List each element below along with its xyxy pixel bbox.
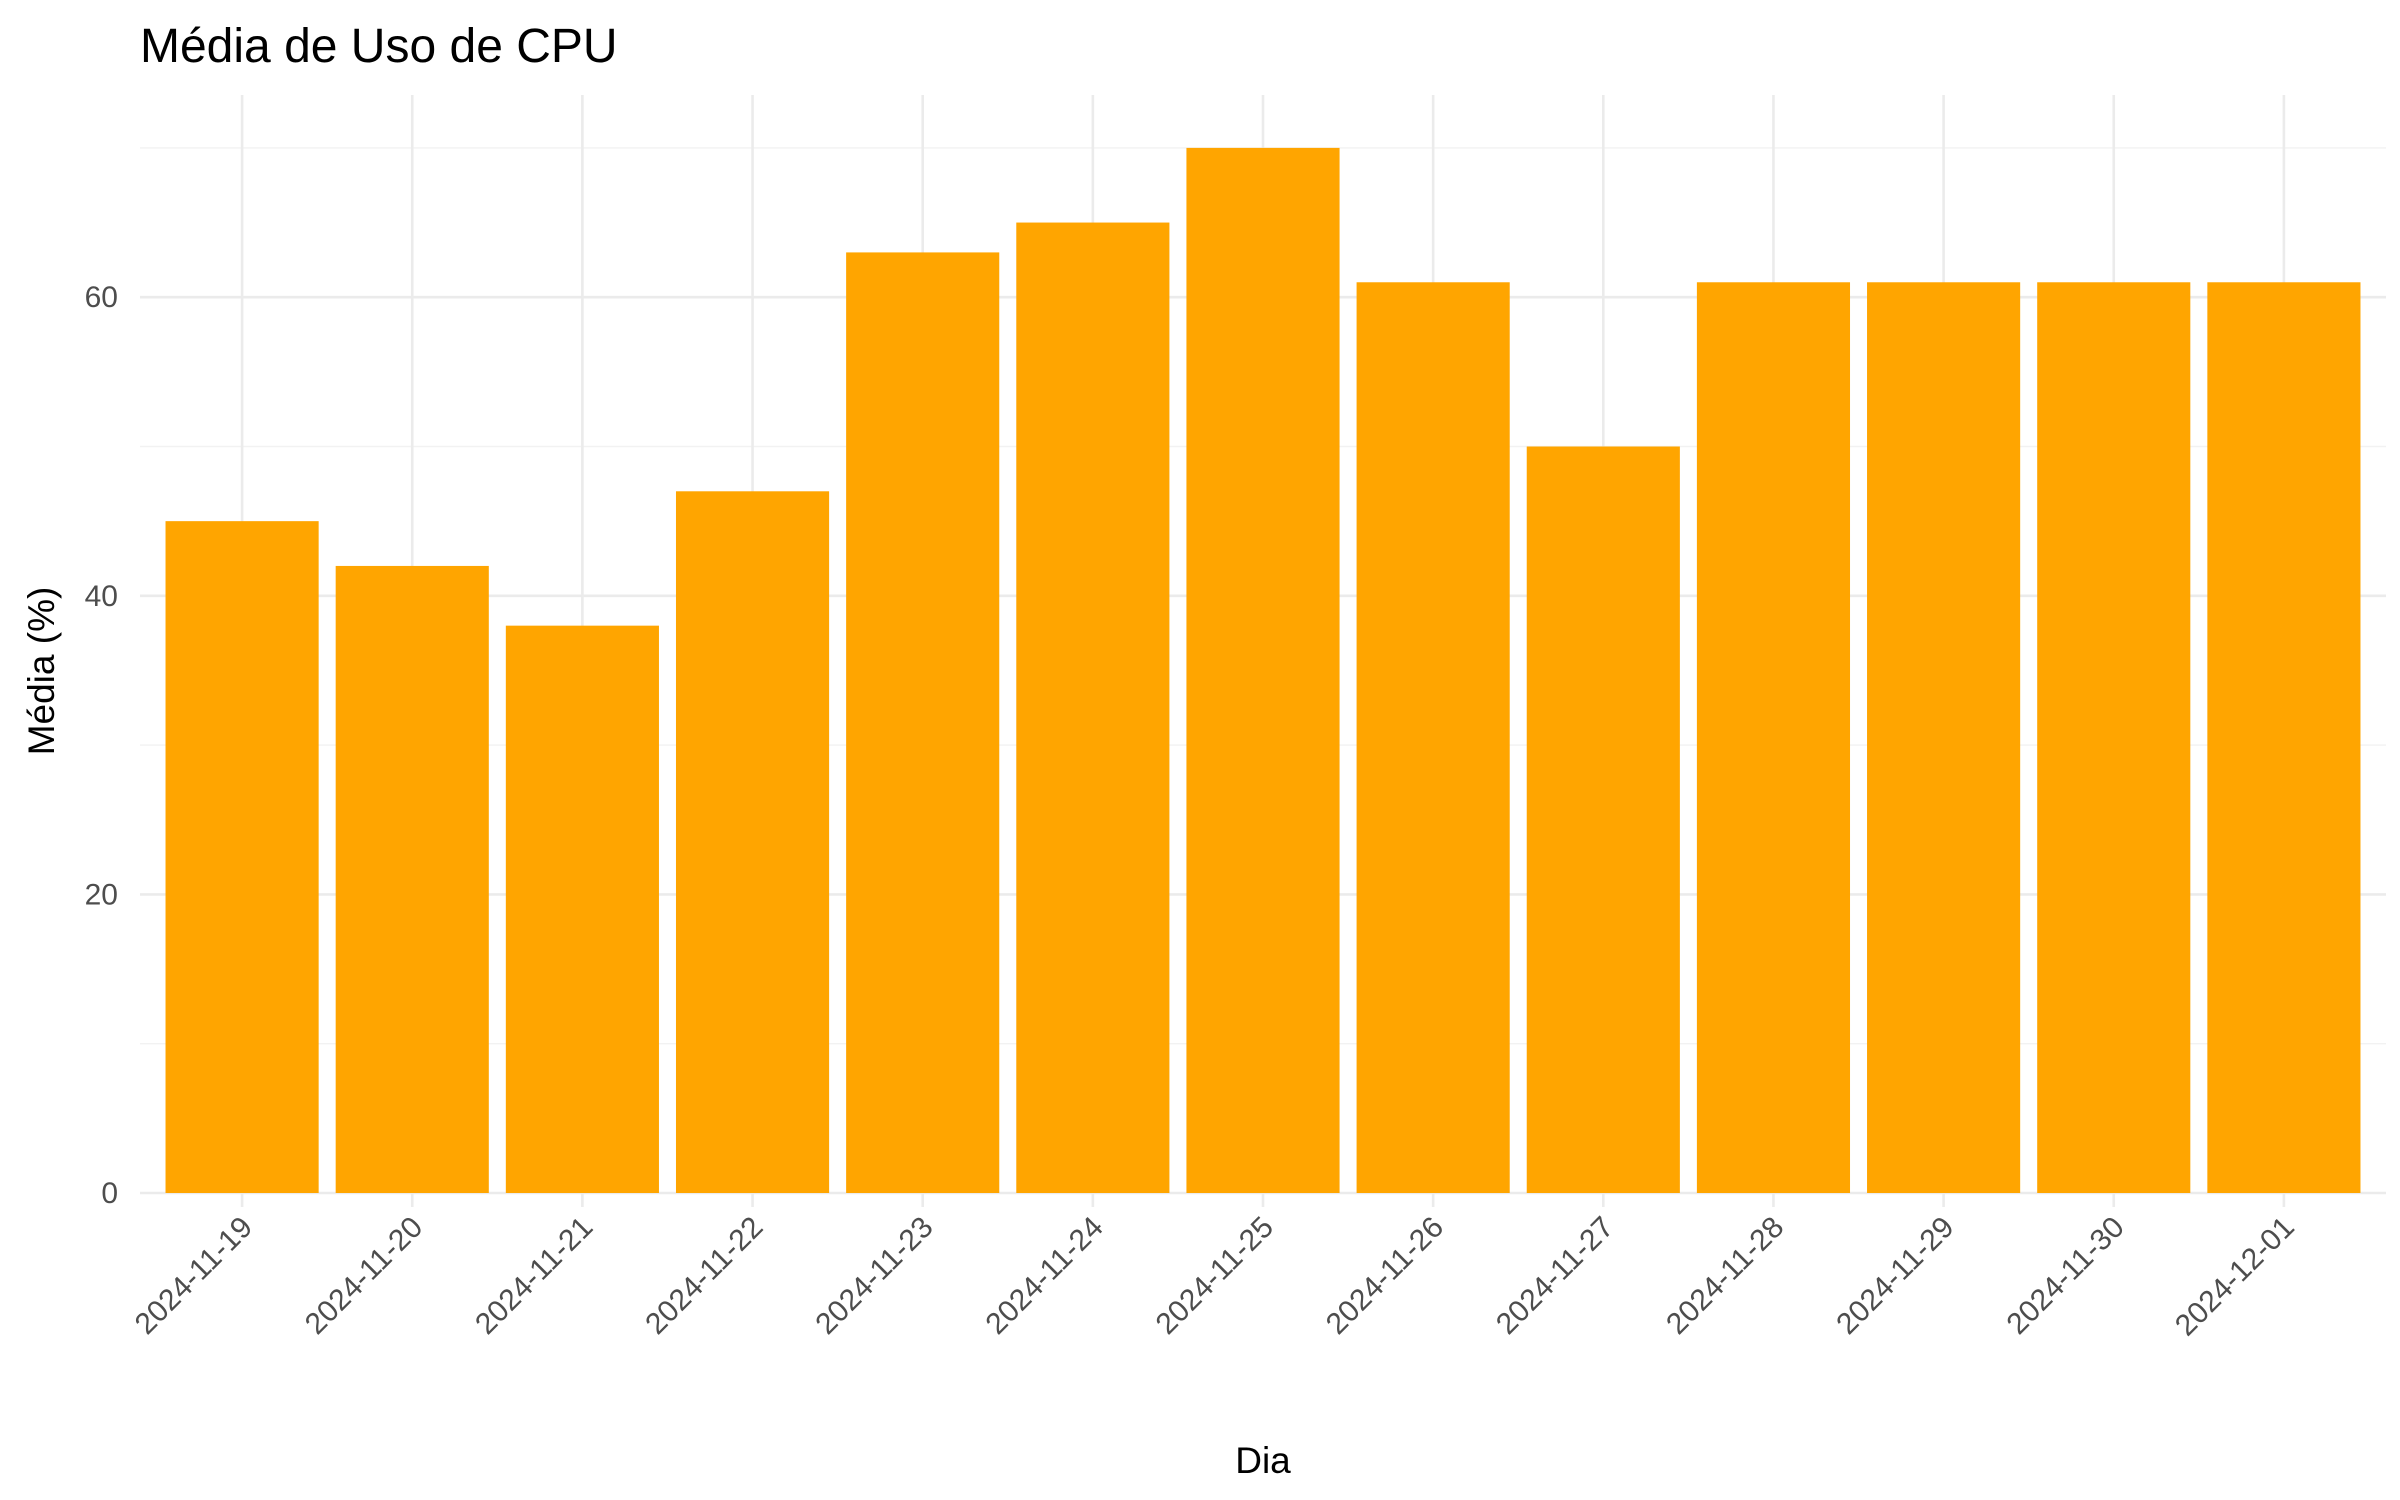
- x-tick-label: 2024-11-29: [1830, 1211, 1960, 1341]
- x-tick-label: 2024-11-24: [980, 1211, 1110, 1341]
- x-axis-ticks: 2024-11-19 2024-11-20 2024-11-21 2024-11-22…: [129, 1211, 2301, 1343]
- x-tick-label: 2024-11-27: [1490, 1211, 1620, 1341]
- y-tick-label: 20: [85, 878, 118, 911]
- bars: [165, 147, 2361, 1194]
- y-tick-label: 0: [101, 1177, 118, 1210]
- chart-title: Média de Uso de CPU: [140, 20, 618, 73]
- bar-2024-12-01: [2207, 282, 2361, 1193]
- x-tick-label: 2024-11-28: [1660, 1211, 1790, 1341]
- y-axis-ticks: 0 20 40 60: [85, 281, 118, 1210]
- x-tick-label: 2024-11-22: [639, 1211, 769, 1341]
- bar-2024-11-30: [2037, 282, 2191, 1193]
- y-tick-label: 40: [85, 580, 118, 613]
- x-axis-title: Dia: [1235, 1440, 1291, 1481]
- x-tick-label: 2024-11-26: [1320, 1211, 1450, 1341]
- bar-2024-11-28: [1696, 282, 1851, 1193]
- x-tick-label: 2024-11-19: [129, 1211, 259, 1341]
- y-tick-label: 60: [85, 281, 118, 314]
- bar-2024-11-24: [1016, 222, 1170, 1194]
- x-tick-label: 2024-12-01: [2169, 1211, 2301, 1343]
- bar-2024-11-20: [335, 565, 489, 1193]
- bar-2024-11-21: [505, 625, 659, 1193]
- bar-2024-11-23: [846, 252, 1000, 1193]
- x-tick-label: 2024-11-25: [1150, 1211, 1280, 1341]
- x-tick-label: 2024-11-30: [2000, 1211, 2130, 1341]
- x-tick-label: 2024-11-23: [809, 1211, 939, 1341]
- bar-2024-11-26: [1356, 282, 1510, 1193]
- bar-2024-11-22: [675, 491, 830, 1193]
- x-tick-label: 2024-11-21: [469, 1211, 599, 1341]
- bar-2024-11-29: [1867, 282, 2021, 1193]
- bar-2024-11-27: [1526, 446, 1680, 1193]
- y-axis-title: Média (%): [21, 587, 62, 756]
- bar-2024-11-25: [1186, 147, 1340, 1193]
- bar-2024-11-19: [165, 521, 319, 1193]
- x-tick-label: 2024-11-20: [299, 1211, 429, 1341]
